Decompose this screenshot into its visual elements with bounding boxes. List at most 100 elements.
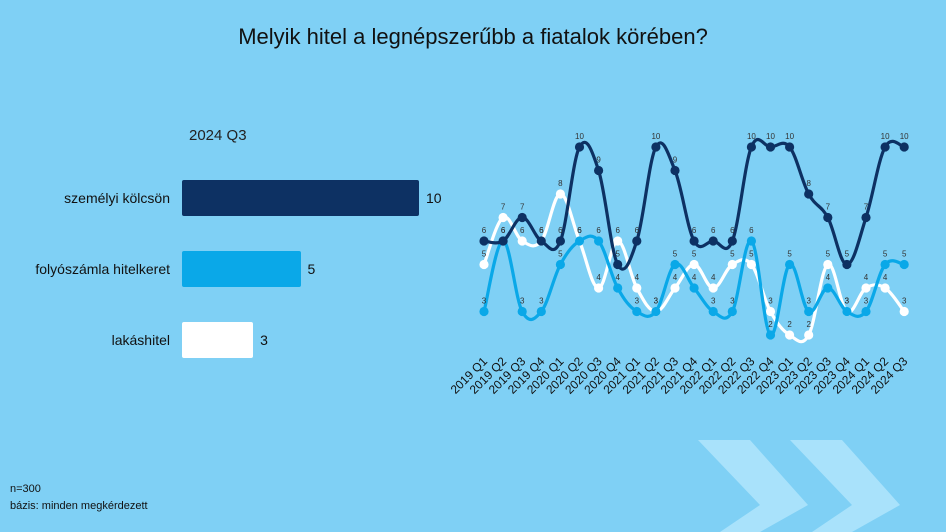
data-label: 3 (654, 297, 659, 306)
data-label: 4 (883, 273, 888, 282)
data-point (765, 306, 776, 317)
data-point (708, 306, 718, 317)
data-point (613, 259, 623, 270)
bar (182, 322, 254, 358)
data-label: 6 (615, 226, 620, 235)
data-label: 5 (730, 250, 735, 259)
data-point (861, 283, 871, 293)
data-label: 10 (575, 132, 584, 141)
data-point (899, 259, 909, 270)
data-label: 6 (539, 226, 544, 235)
data-label: 4 (635, 273, 640, 282)
data-label: 6 (577, 226, 582, 235)
data-label: 6 (730, 226, 735, 235)
data-point (880, 259, 890, 270)
data-point (804, 189, 814, 199)
data-point (594, 236, 604, 246)
data-point (823, 259, 833, 270)
data-point (880, 142, 890, 152)
bar (182, 180, 419, 216)
data-label: 3 (845, 297, 850, 306)
bar-row: személyi kölcsön 10 (0, 179, 946, 217)
data-point (536, 306, 546, 317)
data-label: 3 (520, 297, 525, 306)
data-point (498, 212, 508, 223)
data-label: 6 (501, 226, 506, 235)
data-point (670, 259, 680, 270)
data-label: 2 (806, 320, 811, 329)
data-point (479, 306, 489, 317)
data-point (498, 236, 508, 246)
data-label: 4 (864, 273, 869, 282)
data-label: 6 (520, 226, 525, 235)
data-point (517, 306, 527, 317)
data-label: 5 (826, 250, 831, 259)
data-label: 3 (730, 297, 735, 306)
data-point (727, 306, 737, 317)
data-point (746, 142, 757, 152)
data-label: 10 (900, 132, 909, 141)
data-point (765, 142, 776, 152)
bar-chart-subtitle: 2024 Q3 (189, 127, 247, 144)
data-label: 3 (902, 297, 907, 306)
data-point (555, 259, 566, 270)
data-point (613, 283, 623, 293)
data-point (880, 283, 890, 293)
data-label: 10 (785, 132, 794, 141)
data-label: 3 (711, 297, 716, 306)
data-point (632, 236, 642, 246)
data-point (765, 330, 776, 340)
data-label: 3 (845, 297, 850, 306)
data-point (517, 236, 527, 246)
data-point (746, 236, 757, 246)
data-point (479, 236, 489, 246)
data-point (727, 236, 737, 246)
data-label: 5 (749, 250, 754, 259)
data-label: 3 (864, 297, 869, 306)
data-point (785, 330, 795, 340)
data-label: 3 (654, 297, 659, 306)
footnote-base: bázis: minden megkérdezett (10, 500, 148, 512)
data-label: 10 (747, 132, 756, 141)
data-point (632, 283, 642, 293)
data-label: 6 (577, 226, 582, 235)
data-label: 5 (482, 250, 487, 259)
bar-category-label: személyi kölcsön (64, 190, 170, 206)
data-label: 4 (615, 273, 620, 282)
data-point (823, 283, 833, 293)
chevron-decoration-icon (698, 440, 900, 532)
data-label: 7 (520, 203, 525, 212)
data-label: 9 (596, 156, 601, 165)
data-label: 5 (558, 250, 563, 259)
bar-value-label: 10 (426, 190, 442, 206)
data-point (842, 306, 852, 317)
data-label: 10 (651, 132, 660, 141)
data-label: 5 (883, 250, 888, 259)
data-label: 5 (692, 250, 697, 259)
data-label: 6 (482, 226, 487, 235)
data-label: 3 (806, 297, 811, 306)
data-point (632, 306, 642, 317)
data-label: 5 (845, 250, 850, 259)
data-point (574, 142, 585, 152)
data-point (536, 236, 546, 246)
data-label: 5 (673, 250, 678, 259)
data-label: 5 (902, 250, 907, 259)
data-point (708, 236, 718, 246)
data-label: 4 (826, 273, 831, 282)
data-label: 4 (711, 273, 716, 282)
data-label: 4 (692, 273, 697, 282)
data-point (594, 165, 604, 176)
data-label: 3 (768, 297, 773, 306)
data-label: 6 (692, 226, 697, 235)
data-label: 5 (615, 250, 620, 259)
data-point (804, 330, 814, 340)
data-point (651, 142, 661, 152)
data-point (670, 165, 680, 176)
data-point (823, 212, 833, 223)
data-label: 7 (501, 203, 506, 212)
data-label: 7 (826, 203, 831, 212)
data-label: 6 (749, 226, 754, 235)
data-point (899, 142, 909, 152)
